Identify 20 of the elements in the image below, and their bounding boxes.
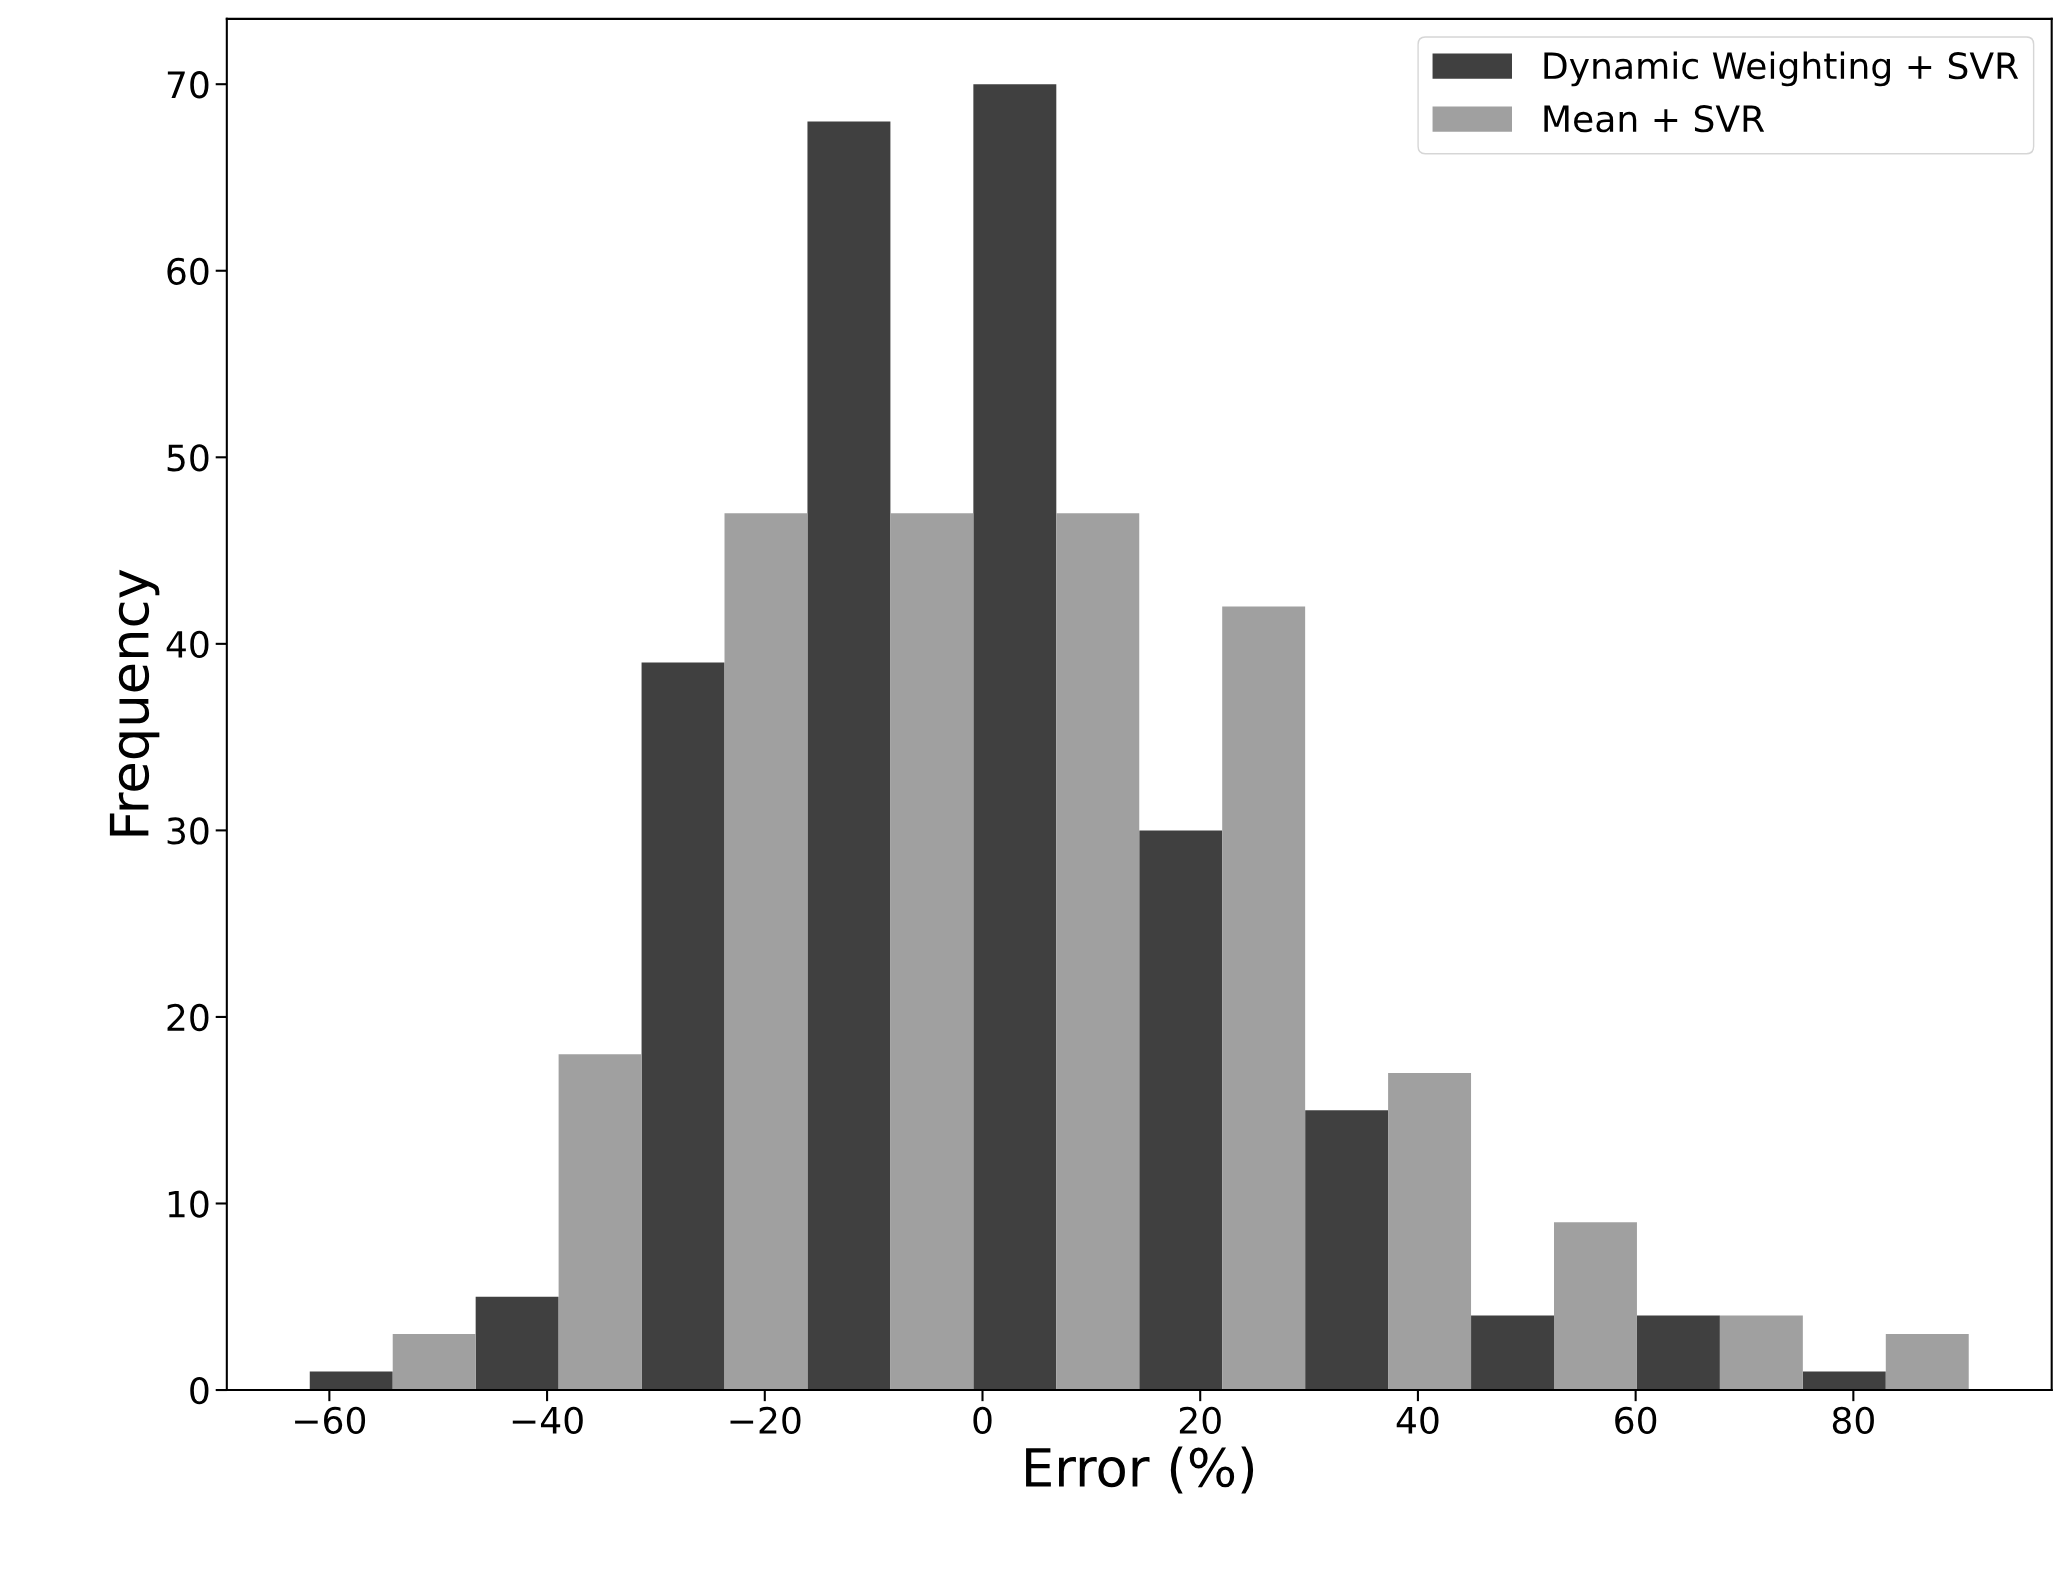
x-tick-label: 40: [1396, 1406, 1439, 1434]
legend-label: Mean + SVR: [1544, 105, 1765, 133]
x-tick-label: 60: [1615, 1406, 1657, 1434]
x-tick-label: 0: [973, 1406, 992, 1434]
y-tick-label: 60: [167, 257, 209, 285]
legend-label: Dynamic Weighting + SVR: [1544, 51, 2019, 87]
y-tick-label: 50: [167, 444, 209, 472]
x-tick-label: −60: [295, 1406, 366, 1434]
x-tick-label: −20: [730, 1406, 801, 1434]
x-tick-label: −40: [512, 1406, 583, 1434]
y-tick-label: 70: [167, 71, 209, 99]
y-axis-title: Frequency: [109, 569, 160, 836]
y-tick-label: 10: [168, 1190, 209, 1218]
y-tick-label: 40: [166, 630, 209, 659]
x-tick-label: 20: [1179, 1406, 1221, 1434]
x-axis-title: Error (%): [1026, 1446, 1254, 1494]
x-tick-label: 80: [1832, 1406, 1874, 1434]
y-tick-label: 20: [167, 1003, 209, 1032]
y-tick-label: 30: [167, 817, 209, 845]
y-tick-label: 0: [190, 1376, 209, 1405]
